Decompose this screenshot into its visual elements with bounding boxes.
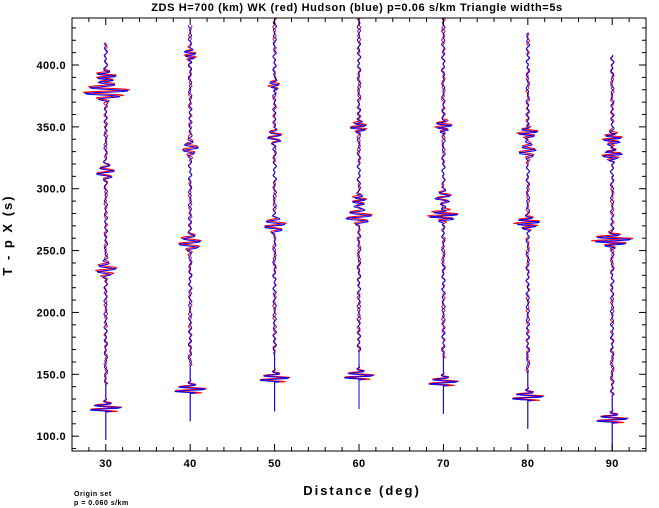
note-ray-parameter: p = 0.060 s/km [74,500,129,507]
y-tick-label: 200.0 [36,307,66,319]
trace-70-blue [428,17,459,414]
x-tick-label: 50 [268,458,281,470]
x-tick-label: 70 [437,458,450,470]
y-tick-label: 250.0 [36,246,66,258]
trace-40-blue [174,25,206,422]
x-tick-label: 40 [184,458,197,470]
note-origin: Origin set [74,491,112,498]
y-axis: 100.0 150.0 200.0 250.0 300.0 350.0 400.0 [36,27,646,450]
trace-80-blue [512,32,544,429]
y-axis-label: T - p X (s) [0,194,15,275]
trace-90-blue [595,54,631,451]
y-tick-label: 100.0 [36,431,66,443]
y-tick-label: 300.0 [36,184,66,196]
chart-title: ZDS H=700 (km) WK (red) Hudson (blue) p=… [151,2,563,14]
x-tick-label: 60 [352,458,365,470]
y-tick-label: 400.0 [36,60,66,72]
trace-70-red [427,17,459,414]
y-tick-label: 350.0 [36,122,66,134]
x-tick-label: 30 [99,458,112,470]
trace-30-red [82,42,131,440]
trace-50-blue [259,17,290,412]
x-axis: 30 40 50 60 70 80 90 [88,18,647,470]
x-tick-label: 80 [521,458,534,470]
x-tick-label: 90 [606,458,619,470]
y-tick-label: 150.0 [36,369,66,381]
trace-40-red [174,25,207,422]
trace-30-blue [84,42,129,440]
x-axis-label: Distance (deg) [303,483,421,498]
trace-60-blue [344,17,374,409]
trace-group [82,17,634,451]
